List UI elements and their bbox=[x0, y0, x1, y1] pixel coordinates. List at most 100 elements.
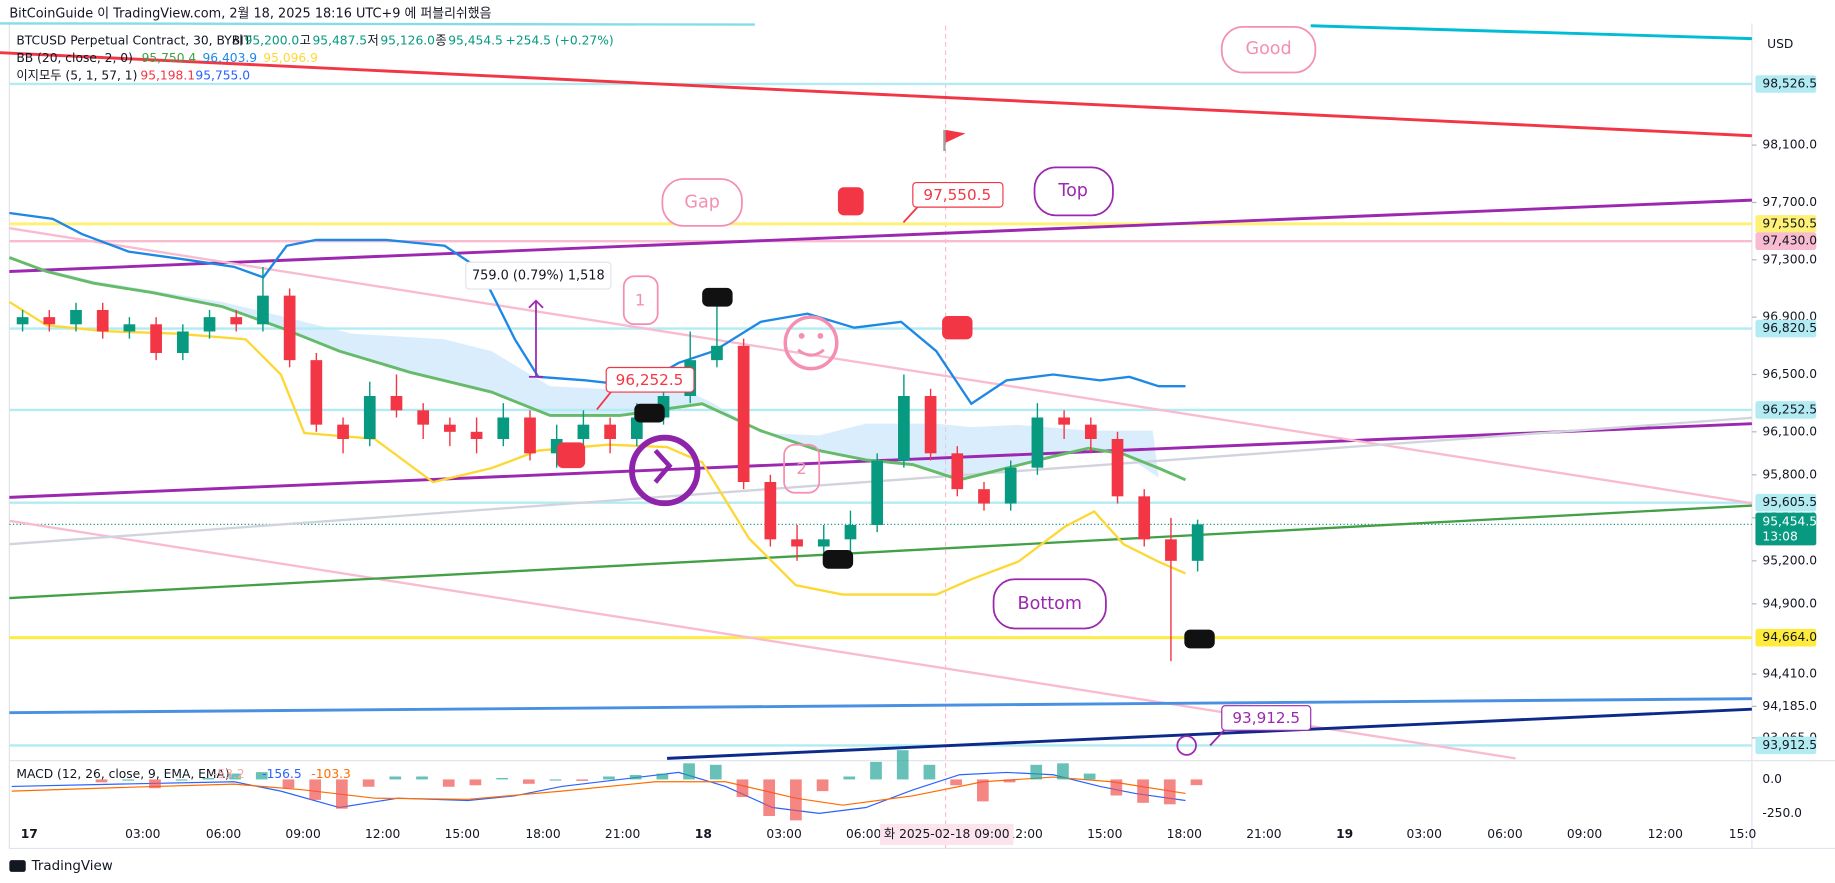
macd-bar bbox=[763, 779, 776, 816]
time-label: 03:00 bbox=[766, 827, 801, 841]
macd-bar bbox=[362, 779, 375, 787]
level-label-bg bbox=[1755, 493, 1817, 512]
ohlc-label: 시 bbox=[232, 33, 243, 47]
symbol: BTCUSD Perpetual Contract, 30, BYBIT bbox=[16, 33, 251, 47]
level-label: 96,820.5 bbox=[1762, 321, 1817, 335]
macd-bar bbox=[416, 776, 428, 780]
macd-bar bbox=[469, 779, 482, 786]
measure-arrow bbox=[528, 299, 544, 309]
callout-tail bbox=[902, 206, 919, 223]
ohlc-value: 95,200.0 bbox=[245, 33, 300, 47]
candle-body bbox=[524, 417, 536, 454]
hand-icons bbox=[634, 287, 1215, 649]
macd-bar bbox=[656, 773, 669, 780]
indicator-label: 이지모두 (5, 1, 57, 1) bbox=[16, 69, 137, 83]
time-label: 18 bbox=[695, 827, 712, 841]
macd-bar bbox=[683, 763, 695, 780]
macd-bar bbox=[95, 779, 108, 783]
candle-body bbox=[1138, 496, 1151, 540]
candle-body bbox=[363, 395, 376, 439]
time-label: 15:00 bbox=[445, 827, 480, 841]
bb-lower bbox=[8, 300, 1186, 596]
macd-bar bbox=[229, 773, 241, 780]
time-label: 03:00 bbox=[125, 827, 160, 841]
level-label-bg bbox=[1755, 232, 1817, 250]
wave-label: 1 bbox=[635, 290, 645, 309]
candle-body bbox=[337, 424, 349, 439]
time-label: 21:00 bbox=[605, 827, 640, 841]
macd-bar bbox=[950, 779, 962, 786]
candle-body bbox=[1058, 417, 1070, 425]
level-label-bg bbox=[1755, 75, 1817, 93]
price-tick-label: 95,800.0 bbox=[1762, 467, 1817, 481]
callout-tail bbox=[1209, 729, 1225, 747]
candle-body bbox=[70, 309, 82, 325]
macd-bar bbox=[896, 750, 909, 780]
flag-pole bbox=[943, 129, 946, 151]
time-axis: 17 03:00 06:00 09:00 12:00 15:00 18:00 21:00 18 0… bbox=[21, 823, 1757, 845]
macd-bar bbox=[175, 779, 188, 781]
candle-body bbox=[96, 309, 109, 332]
macd-bar bbox=[923, 764, 936, 780]
time-label: 17 bbox=[21, 827, 38, 841]
level-label: 96,252.5 bbox=[1762, 402, 1817, 416]
time-label: 12:00 bbox=[365, 827, 400, 841]
price-tick-label: 96,100.0 bbox=[1762, 424, 1817, 438]
candle-body bbox=[817, 539, 830, 547]
level-label-bg bbox=[1755, 401, 1817, 419]
candle-body bbox=[871, 460, 884, 525]
smiley-eye bbox=[798, 332, 805, 339]
smiley-icon bbox=[783, 315, 839, 371]
candle-body bbox=[43, 317, 56, 325]
macd-bar bbox=[255, 772, 268, 780]
candle-body bbox=[1031, 417, 1044, 468]
trend-line bbox=[9, 198, 1752, 273]
candle-body bbox=[230, 317, 243, 325]
indicator-value: -156.5 bbox=[262, 767, 302, 781]
macd-bar bbox=[790, 779, 802, 821]
candle-body bbox=[1165, 539, 1177, 561]
candle-body bbox=[497, 417, 510, 439]
candle-body bbox=[1191, 524, 1204, 561]
ohlc-value: 95,454.5 bbox=[448, 33, 503, 47]
macd-tick-label: -250.0 bbox=[1762, 806, 1802, 820]
candle-body bbox=[310, 360, 323, 425]
candle-body bbox=[844, 525, 857, 540]
flag bbox=[945, 129, 966, 143]
price-tick-label: 98,100.0 bbox=[1762, 138, 1817, 152]
callout-label: Top bbox=[1057, 181, 1088, 201]
candle-body bbox=[417, 410, 430, 425]
alert-icon bbox=[1176, 735, 1197, 756]
price-tick-label: 95,200.0 bbox=[1762, 553, 1817, 567]
hand-icon bbox=[942, 315, 973, 340]
candle-body bbox=[176, 331, 189, 353]
indicator-value: 95,096.9 bbox=[263, 51, 318, 65]
time-label: 15:0 bbox=[1729, 827, 1757, 841]
currency: USD bbox=[1767, 37, 1793, 51]
candle-body bbox=[257, 295, 269, 325]
wave-box bbox=[622, 275, 659, 326]
trend-line bbox=[0, 22, 755, 26]
callout-label: Gap bbox=[684, 192, 719, 212]
indicator-value: 95,198.1 bbox=[140, 69, 195, 83]
macd-bar bbox=[1003, 779, 1016, 783]
price-tick-label: 97,700.0 bbox=[1762, 195, 1817, 209]
ohlc-label: 종 bbox=[435, 33, 446, 47]
callout-tail bbox=[596, 391, 612, 411]
candle-body bbox=[924, 395, 937, 454]
macd-bar bbox=[309, 779, 322, 800]
macd-bar bbox=[496, 777, 508, 780]
macd-bar bbox=[389, 776, 402, 780]
last-price-bg bbox=[1755, 512, 1817, 546]
indicator-value: 96,403.9 bbox=[202, 51, 257, 65]
price-tick-label: 94,185.0 bbox=[1762, 699, 1817, 713]
time-label: 21:00 bbox=[1246, 827, 1281, 841]
macd-bar bbox=[282, 779, 295, 789]
time-label: 06:00 bbox=[206, 827, 241, 841]
candle-body bbox=[711, 345, 723, 361]
macd-bar bbox=[976, 779, 989, 802]
price-callout-label: 96,252.5 bbox=[616, 371, 684, 389]
macd-bar bbox=[1163, 779, 1176, 805]
